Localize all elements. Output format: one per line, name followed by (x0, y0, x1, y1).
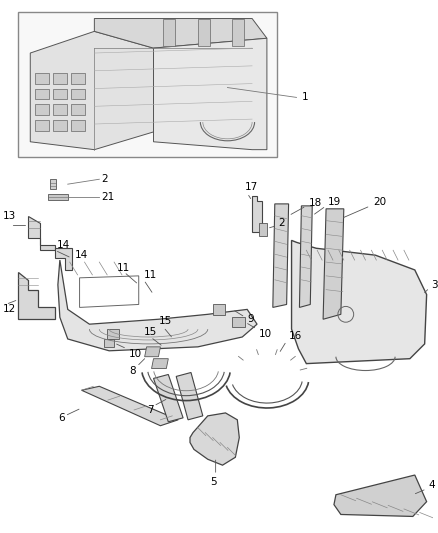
Polygon shape (104, 339, 114, 347)
Bar (233, 19, 244, 46)
Polygon shape (176, 373, 203, 420)
Text: 6: 6 (58, 413, 64, 423)
Text: 11: 11 (144, 270, 157, 280)
Bar (53, 88, 67, 99)
Polygon shape (55, 248, 72, 270)
Polygon shape (48, 194, 68, 200)
Bar (71, 73, 85, 84)
Polygon shape (252, 196, 262, 232)
Text: 1: 1 (301, 92, 308, 102)
Text: 5: 5 (210, 477, 216, 487)
Bar (53, 120, 67, 131)
Text: 4: 4 (429, 480, 435, 490)
Bar (71, 88, 85, 99)
Polygon shape (152, 359, 168, 368)
Polygon shape (80, 276, 139, 308)
Polygon shape (300, 206, 312, 308)
Text: 14: 14 (74, 250, 88, 260)
Polygon shape (334, 475, 427, 516)
Bar (18, 12, 277, 157)
Bar (198, 19, 210, 46)
Text: 8: 8 (129, 366, 135, 376)
Text: 17: 17 (245, 182, 258, 192)
Text: 19: 19 (328, 197, 341, 207)
Text: 14: 14 (57, 240, 70, 251)
Bar (53, 104, 67, 115)
Polygon shape (213, 304, 226, 316)
Text: 18: 18 (308, 198, 321, 208)
Polygon shape (18, 272, 55, 319)
Text: 2: 2 (279, 217, 286, 228)
Polygon shape (145, 347, 160, 357)
Text: 11: 11 (117, 263, 130, 273)
Polygon shape (30, 31, 153, 150)
Polygon shape (190, 413, 239, 465)
Polygon shape (94, 19, 267, 48)
Bar (163, 19, 175, 46)
Polygon shape (153, 38, 267, 150)
Text: 15: 15 (144, 327, 157, 337)
Polygon shape (28, 216, 55, 250)
Text: 9: 9 (247, 314, 254, 324)
Text: 10: 10 (259, 329, 272, 339)
Bar (35, 73, 49, 84)
Bar (71, 120, 85, 131)
Polygon shape (153, 375, 183, 422)
Text: 2: 2 (101, 174, 108, 184)
Polygon shape (292, 240, 427, 364)
Bar (71, 104, 85, 115)
Bar (35, 120, 49, 131)
Bar (35, 104, 49, 115)
Bar (35, 88, 49, 99)
Bar (53, 73, 67, 84)
Polygon shape (259, 223, 267, 237)
Text: 16: 16 (289, 331, 302, 341)
Text: 3: 3 (431, 280, 438, 290)
Polygon shape (233, 317, 245, 327)
Polygon shape (107, 329, 119, 339)
Polygon shape (81, 386, 178, 426)
Polygon shape (273, 204, 289, 308)
Polygon shape (323, 209, 344, 319)
Text: 13: 13 (3, 211, 16, 221)
Text: 10: 10 (129, 349, 142, 359)
Polygon shape (58, 260, 257, 351)
Text: 7: 7 (147, 405, 153, 415)
Text: 20: 20 (373, 197, 386, 207)
Text: 21: 21 (101, 192, 114, 202)
Text: 15: 15 (159, 316, 172, 326)
Text: 12: 12 (3, 304, 16, 314)
Polygon shape (50, 179, 56, 189)
